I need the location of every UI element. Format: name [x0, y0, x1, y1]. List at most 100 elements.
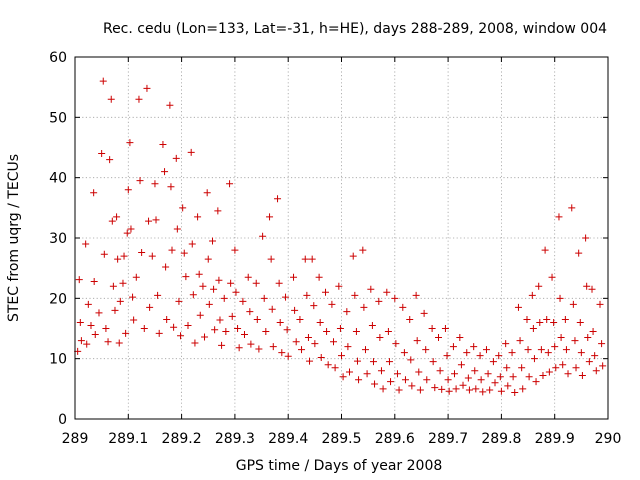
- data-point: [76, 318, 84, 326]
- data-point: [260, 294, 268, 302]
- data-point: [504, 382, 512, 390]
- data-point: [102, 325, 110, 332]
- data-point: [449, 343, 457, 351]
- data-point: [124, 186, 132, 194]
- data-point: [154, 291, 162, 299]
- data-point: [91, 331, 99, 339]
- data-point: [240, 331, 248, 339]
- data-point: [524, 346, 532, 354]
- data-points: [74, 77, 607, 396]
- data-point: [235, 344, 243, 352]
- data-point: [215, 276, 223, 284]
- data-point: [210, 285, 218, 293]
- x-tick-label: 289.8: [481, 431, 521, 447]
- plot-frame: [74, 56, 609, 420]
- data-point: [445, 387, 453, 395]
- data-point: [584, 334, 592, 342]
- data-point: [292, 338, 300, 346]
- data-point: [528, 291, 536, 299]
- data-point: [136, 177, 144, 185]
- data-point: [246, 308, 254, 316]
- data-point: [420, 309, 428, 317]
- x-tick-label: 289.3: [215, 431, 255, 447]
- data-point: [328, 300, 336, 308]
- y-tick-label: 40: [49, 171, 67, 187]
- data-point: [283, 326, 291, 334]
- data-point: [170, 323, 178, 331]
- data-point: [167, 183, 175, 191]
- data-point: [375, 297, 383, 305]
- y-tick-label: 30: [49, 231, 67, 247]
- data-point: [194, 213, 202, 221]
- data-point: [262, 328, 270, 336]
- data-point: [355, 376, 363, 384]
- data-point: [145, 217, 153, 225]
- data-point: [255, 345, 263, 353]
- data-point: [267, 255, 275, 263]
- data-point: [306, 357, 314, 365]
- data-point: [151, 180, 159, 188]
- data-point: [465, 386, 473, 394]
- data-point: [530, 355, 538, 363]
- data-point: [211, 326, 219, 334]
- data-point: [452, 385, 460, 393]
- data-point: [336, 325, 344, 332]
- data-point: [195, 270, 203, 278]
- data-point: [464, 374, 472, 382]
- data-point: [400, 349, 408, 357]
- data-point: [315, 273, 323, 281]
- data-point: [252, 279, 260, 287]
- data-point: [114, 255, 122, 263]
- data-point: [168, 246, 176, 254]
- data-point: [218, 341, 226, 349]
- data-point: [316, 318, 324, 326]
- data-point: [363, 370, 371, 378]
- y-tick-label: 10: [49, 352, 67, 368]
- data-point: [408, 382, 416, 390]
- data-point: [407, 356, 415, 364]
- data-point: [463, 349, 471, 357]
- data-point: [99, 77, 107, 85]
- x-tick-label: 289.5: [321, 431, 361, 447]
- data-point: [385, 358, 393, 366]
- data-point: [324, 361, 332, 369]
- data-point: [575, 249, 583, 257]
- data-point: [486, 386, 494, 394]
- data-point: [491, 379, 499, 387]
- data-point: [196, 311, 204, 319]
- data-point: [220, 294, 228, 302]
- data-point: [415, 368, 423, 376]
- y-tick-label: 50: [49, 110, 67, 126]
- data-point: [129, 293, 137, 301]
- data-point: [393, 370, 401, 378]
- data-point: [311, 340, 319, 348]
- data-point: [391, 294, 399, 302]
- data-point: [428, 325, 436, 332]
- data-point: [503, 364, 511, 372]
- y-tick-label: 0: [58, 412, 67, 428]
- data-point: [360, 303, 368, 311]
- data-point: [162, 263, 170, 271]
- data-point: [532, 378, 540, 386]
- data-point: [291, 306, 299, 314]
- data-point: [536, 318, 544, 326]
- data-point: [204, 255, 212, 263]
- y-tick-label: 20: [49, 291, 67, 307]
- data-point: [392, 340, 400, 348]
- data-point: [387, 378, 395, 386]
- data-point: [106, 156, 114, 164]
- data-point: [572, 364, 580, 372]
- data-point: [359, 246, 367, 254]
- data-point: [583, 282, 591, 290]
- data-point: [111, 306, 119, 314]
- data-point: [550, 318, 558, 326]
- data-point: [471, 367, 479, 375]
- data-point: [177, 332, 185, 340]
- data-point: [344, 343, 352, 351]
- data-point: [349, 252, 357, 260]
- data-point: [115, 339, 123, 347]
- data-point: [345, 368, 353, 376]
- data-point: [191, 339, 199, 347]
- data-point: [298, 346, 306, 354]
- data-point: [268, 305, 276, 313]
